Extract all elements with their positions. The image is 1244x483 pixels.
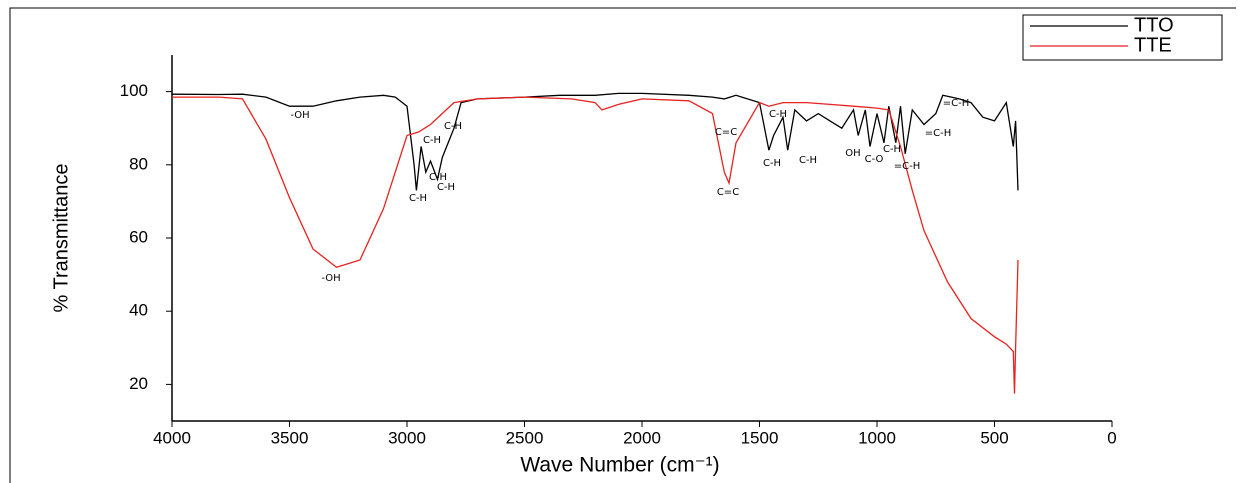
x-tick-label: 1000 xyxy=(858,428,896,447)
x-tick-label: 1500 xyxy=(741,428,779,447)
annotation: =C-H xyxy=(943,98,970,109)
legend-label: TTO xyxy=(1134,14,1174,36)
x-tick-label: 3000 xyxy=(388,428,426,447)
y-axis-label: % Transmittance xyxy=(50,164,72,313)
y-tick-label: 100 xyxy=(120,81,148,100)
annotation: -OH xyxy=(321,273,340,284)
annotation: C=C xyxy=(717,187,739,198)
annotation: C-H xyxy=(883,144,901,155)
y-tick-label: 80 xyxy=(129,154,148,173)
annotation: C-H xyxy=(409,193,427,204)
annotation: C-H xyxy=(437,182,455,193)
legend-label: TTE xyxy=(1134,34,1172,56)
frame xyxy=(9,7,1236,483)
annotation: =C-H xyxy=(925,128,952,139)
x-tick-label: 3500 xyxy=(271,428,309,447)
x-axis-label: Wave Number (cm⁻¹) xyxy=(520,454,719,477)
annotation: C-H xyxy=(429,172,447,183)
annotation: C-H xyxy=(423,135,441,146)
legend xyxy=(1022,14,1223,61)
annotation: C-H xyxy=(799,155,817,166)
annotation: -OH xyxy=(290,110,309,121)
annotation: OH xyxy=(845,148,860,159)
y-tick-label: 20 xyxy=(129,374,148,393)
y-tick-label: 60 xyxy=(129,227,148,246)
x-tick-label: 500 xyxy=(980,428,1008,447)
annotation: C-H xyxy=(769,109,787,120)
series-line xyxy=(172,96,1019,394)
x-tick-label: 2000 xyxy=(623,428,661,447)
x-tick-label: 2500 xyxy=(506,428,544,447)
annotation: C-H xyxy=(444,121,462,132)
annotation: C=C xyxy=(715,127,737,138)
annotation: C-H xyxy=(763,158,781,169)
series-line xyxy=(171,92,1019,191)
x-tick-label: 4000 xyxy=(153,428,191,447)
annotation: =C-H xyxy=(894,161,921,172)
y-tick-label: 40 xyxy=(129,301,148,320)
annotation: C-O xyxy=(865,154,884,165)
x-tick-label: 0 xyxy=(1107,428,1116,447)
